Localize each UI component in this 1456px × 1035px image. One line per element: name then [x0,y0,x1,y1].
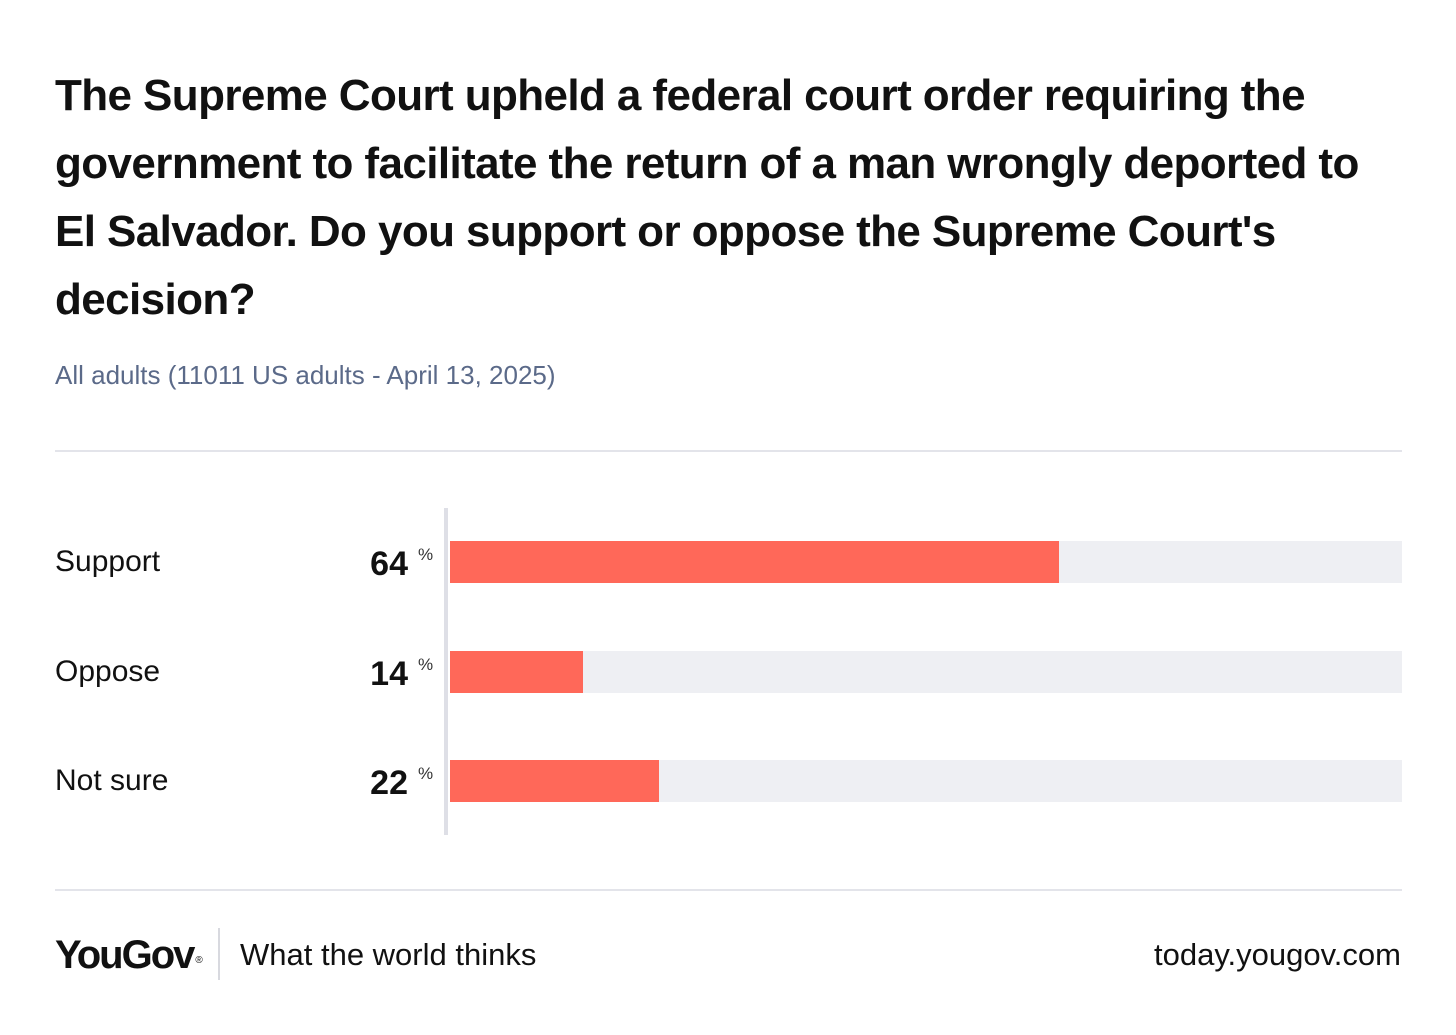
bar-track [450,760,1402,802]
bottom-divider [55,889,1402,891]
bar [450,760,660,802]
footer-tagline: What the world thinks [240,937,537,972]
category-label: Not sure [55,764,169,797]
data-label: 22 [370,764,408,802]
data-label: 14 [370,654,408,693]
bar [450,650,584,693]
top-divider [55,450,1402,452]
bar-row: Not sure 22% [0,760,1456,802]
percent-unit: % [418,654,434,674]
bar-row: Oppose 14% [0,650,1456,693]
bar [450,541,1060,583]
bar-track [450,541,1402,583]
bar-track [450,650,1402,693]
chart-subtitle: All adults (11011 US adults - April 13, … [55,360,556,390]
data-label: 64 [370,545,408,583]
chart-axis-line [444,508,448,835]
percent-unit: % [418,545,434,564]
footer-site-link[interactable]: today.yougov.com [1154,937,1401,972]
yougov-logo[interactable]: YouGov ® [55,933,203,977]
percent-unit: % [418,764,434,783]
category-label: Support [55,545,161,578]
category-label: Oppose [55,654,161,688]
chart-title: The Supreme Court upheld a federal court… [55,71,1359,324]
bar-row: Support 64% [0,541,1456,583]
footer-separator [218,928,220,980]
